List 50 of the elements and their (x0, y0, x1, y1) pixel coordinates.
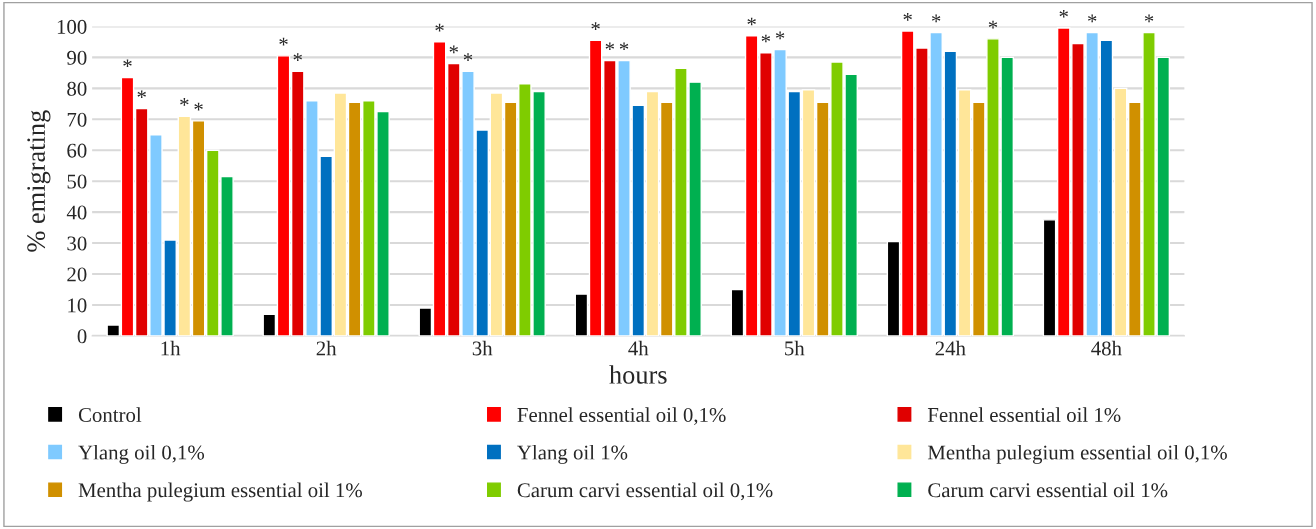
x-tick-label: 5h (785, 340, 805, 356)
data-label: * (1087, 14, 1097, 23)
x-axis-title: hours (609, 365, 667, 384)
y-tick-label: 50 (67, 174, 87, 189)
y-tick-label: 30 (67, 236, 87, 251)
legend-label: Fennel essential oil 1% (927, 407, 1121, 422)
data-label: * (988, 20, 998, 29)
y-tick-label: 60 (67, 143, 87, 158)
data-label: * (775, 31, 785, 40)
legend-label: Mentha pulegium essential oil 1% (78, 482, 362, 502)
data-label: * (137, 90, 146, 99)
y-tick-label: 100 (57, 19, 87, 34)
data-label: * (591, 22, 600, 30)
y-tick-label: 0 (77, 329, 87, 344)
legend-label: Fennel essential oil 0,1% (517, 407, 726, 425)
data-label: * (435, 23, 444, 32)
data-label: * (1144, 14, 1154, 23)
y-tick-label: 40 (66, 205, 87, 220)
x-tick-label: 48h (1091, 340, 1122, 356)
x-tick-label: 24h (935, 340, 966, 356)
data-label: * (931, 14, 941, 23)
legend-label: Control (78, 407, 142, 422)
data-label: * (279, 37, 288, 46)
data-label: * (761, 34, 771, 43)
data-label: * (1059, 9, 1068, 18)
data-label: * (903, 13, 912, 21)
data-label: * (605, 42, 615, 51)
data-label: * (194, 102, 203, 111)
x-tick-label: 4h (628, 340, 649, 356)
legend-label: Mentha pulegium essential oil 0,1% (927, 444, 1227, 464)
y-tick-label: 80 (67, 81, 87, 96)
legend-label: Carum carvi essential oil 1% (928, 482, 1168, 498)
y-tick-label: 70 (67, 112, 87, 127)
data-label: * (619, 42, 629, 51)
y-tick-label: 20 (67, 267, 87, 282)
legend-label: Ylang oil 0,1% (78, 444, 205, 464)
data-label: * (463, 53, 473, 61)
x-tick-label: 3h (472, 340, 493, 356)
y-axis-title: % emigrating (27, 110, 51, 252)
data-label: * (180, 98, 189, 106)
legend-label: Ylang oil 1% (517, 444, 628, 464)
data-label: * (449, 45, 458, 54)
data-label: * (123, 59, 132, 68)
y-tick-label: 10 (68, 298, 87, 313)
data-label: * (747, 17, 756, 26)
y-tick-label: 90 (67, 50, 87, 65)
x-tick-label: 1h (161, 340, 181, 356)
legend-label: Carum carvi essential oil 0,1% (517, 482, 773, 501)
data-label: * (293, 53, 302, 61)
x-tick-label: 2h (316, 340, 337, 356)
